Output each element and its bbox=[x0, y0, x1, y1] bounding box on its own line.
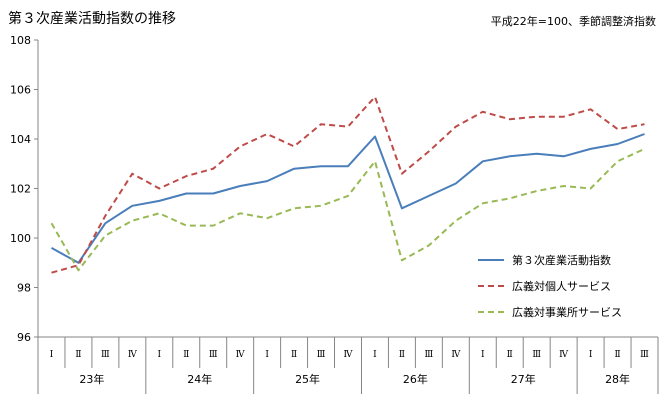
year-label: 25年 bbox=[295, 372, 320, 386]
legend-label-1: 第３次産業活動指数 bbox=[512, 253, 611, 267]
series-line-2 bbox=[51, 95, 645, 274]
series-line-1 bbox=[51, 133, 645, 264]
legend-label-2: 広義対個人サービス bbox=[512, 279, 611, 293]
series-lines bbox=[50, 95, 645, 274]
year-label: 28年 bbox=[605, 372, 630, 386]
category-label: Ⅰ bbox=[265, 350, 269, 360]
series-line-3 bbox=[50, 147, 645, 272]
category-label: Ⅲ bbox=[532, 350, 541, 360]
year-label: 24年 bbox=[187, 372, 212, 386]
chart-title: 第３次産業活動指数の推移 bbox=[8, 11, 176, 27]
category-label: Ⅱ bbox=[183, 350, 189, 360]
category-label: Ⅳ bbox=[344, 350, 354, 360]
category-label: Ⅲ bbox=[101, 350, 110, 360]
category-label: Ⅰ bbox=[481, 350, 485, 360]
y-tick-label: 106 bbox=[10, 84, 31, 97]
category-label: Ⅱ bbox=[507, 350, 513, 360]
category-label: Ⅱ bbox=[615, 350, 621, 360]
legend-label-3: 広義対事業所サービス bbox=[512, 305, 622, 319]
category-label: Ⅲ bbox=[317, 350, 326, 360]
category-label: Ⅲ bbox=[209, 350, 218, 360]
year-label: 26年 bbox=[403, 372, 428, 386]
y-tick-label: 98 bbox=[17, 282, 31, 295]
category-label: Ⅰ bbox=[373, 350, 377, 360]
category-label: Ⅳ bbox=[559, 350, 569, 360]
category-label: Ⅳ bbox=[236, 350, 246, 360]
y-tick-label: 104 bbox=[10, 133, 31, 146]
category-label: Ⅳ bbox=[128, 350, 138, 360]
category-label: Ⅳ bbox=[451, 350, 461, 360]
year-label: 23年 bbox=[79, 372, 104, 386]
category-label: Ⅰ bbox=[589, 350, 593, 360]
year-label: 27年 bbox=[511, 372, 536, 386]
y-tick-label: 102 bbox=[10, 183, 31, 196]
y-tick-label: 108 bbox=[10, 34, 31, 47]
chart-note: 平成22年=100、季節調整済指数 bbox=[490, 15, 656, 28]
category-label: Ⅰ bbox=[158, 350, 162, 360]
category-label: Ⅱ bbox=[291, 350, 297, 360]
category-label: Ⅲ bbox=[425, 350, 434, 360]
axes: 96 98 100 102 104 106 108 Ⅰ Ⅱ Ⅲ Ⅳ Ⅰ Ⅱ Ⅲ Ⅳ Ⅰ Ⅱ Ⅲ Ⅳ Ⅰ Ⅱ Ⅲ Ⅳ Ⅰ Ⅱ Ⅲ Ⅳ Ⅰ… bbox=[10, 34, 659, 394]
category-label: Ⅱ bbox=[399, 350, 405, 360]
category-label: Ⅰ bbox=[50, 350, 54, 360]
category-label: Ⅱ bbox=[75, 350, 81, 360]
category-label: Ⅲ bbox=[640, 350, 649, 360]
y-tick-label: 100 bbox=[10, 232, 31, 245]
y-tick-label: 96 bbox=[17, 331, 31, 344]
